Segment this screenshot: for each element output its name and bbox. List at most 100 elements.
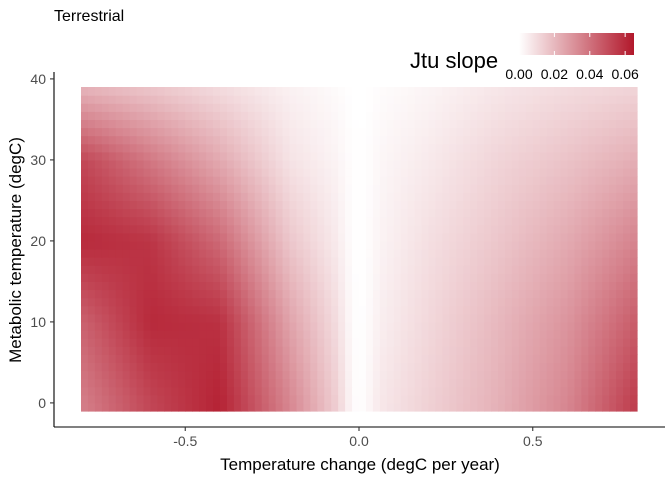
heatmap-cell xyxy=(609,386,617,396)
heatmap-cell xyxy=(345,265,353,274)
heatmap-cell xyxy=(463,394,471,404)
heatmap-cell xyxy=(567,362,576,372)
heatmap-cell xyxy=(226,200,235,210)
heatmap-cell xyxy=(449,208,457,218)
heatmap-cell xyxy=(372,386,381,396)
heatmap-cell xyxy=(574,159,582,169)
heatmap-cell xyxy=(616,321,624,331)
heatmap-cell xyxy=(331,394,339,404)
heatmap-cell xyxy=(164,216,172,226)
heatmap-cell xyxy=(609,176,617,185)
heatmap-cell xyxy=(87,330,96,339)
heatmap-cell xyxy=(185,151,193,161)
heatmap-cell xyxy=(623,257,631,266)
heatmap-cell xyxy=(303,143,311,153)
heatmap-cell xyxy=(525,249,534,258)
heatmap-cell xyxy=(449,289,457,299)
heatmap-cell xyxy=(442,305,450,315)
heatmap-cell xyxy=(178,143,186,153)
heatmap-cell xyxy=(247,313,256,323)
heatmap-cell xyxy=(372,273,381,282)
heatmap-cell xyxy=(609,281,617,291)
heatmap-cell xyxy=(247,87,256,96)
heatmap-cell xyxy=(359,87,367,96)
heatmap-cell xyxy=(532,127,541,137)
heatmap-cell xyxy=(226,257,235,266)
heatmap-cell xyxy=(484,111,492,120)
heatmap-cell xyxy=(150,354,159,363)
heatmap-cell xyxy=(463,321,471,331)
heatmap-cell xyxy=(171,338,179,347)
heatmap-cell xyxy=(171,240,179,250)
heatmap-cell xyxy=(539,394,548,404)
heatmap-cell xyxy=(511,143,520,153)
heatmap-cell xyxy=(122,87,131,96)
heatmap-cell xyxy=(94,184,103,193)
heatmap-cell xyxy=(122,168,131,177)
heatmap-cell xyxy=(192,321,200,331)
heatmap-cell xyxy=(233,249,242,258)
heatmap-cell xyxy=(421,321,430,331)
heatmap-cell xyxy=(94,265,103,274)
heatmap-cell xyxy=(428,224,437,234)
heatmap-cell xyxy=(352,143,360,153)
heatmap-cell xyxy=(365,330,374,339)
heatmap-cell xyxy=(171,224,179,234)
heatmap-cell xyxy=(220,103,228,112)
heatmap-cell xyxy=(213,362,221,372)
heatmap-cell xyxy=(87,402,96,412)
heatmap-cell xyxy=(630,192,638,201)
heatmap-cell xyxy=(372,119,381,129)
heatmap-cell xyxy=(122,176,131,185)
heatmap-cell xyxy=(178,265,186,274)
heatmap-cell xyxy=(136,305,145,315)
heatmap-cell xyxy=(164,200,172,210)
heatmap-cell xyxy=(518,281,527,291)
heatmap-cell xyxy=(588,151,596,161)
heatmap-cell xyxy=(477,208,485,218)
heatmap-cell xyxy=(602,119,610,129)
heatmap-cell xyxy=(393,305,402,315)
heatmap-cell xyxy=(525,95,534,104)
heatmap-cell xyxy=(477,103,485,112)
heatmap-cell xyxy=(94,111,103,120)
heatmap-cell xyxy=(463,240,471,250)
heatmap-cell xyxy=(525,200,534,210)
heatmap-cell xyxy=(477,313,485,323)
heatmap-cell xyxy=(560,200,569,210)
heatmap-cell xyxy=(192,135,200,145)
heatmap-cell xyxy=(94,362,103,372)
heatmap-cell xyxy=(143,257,152,266)
heatmap-cell xyxy=(609,151,617,161)
heatmap-cell xyxy=(233,87,242,96)
heatmap-cell xyxy=(178,208,186,218)
heatmap-cell xyxy=(178,362,186,372)
heatmap-cell xyxy=(463,362,471,372)
heatmap-cell xyxy=(240,354,249,363)
heatmap-cell xyxy=(456,265,464,274)
heatmap-cell xyxy=(588,362,596,372)
heatmap-cell xyxy=(87,362,96,372)
heatmap-cell xyxy=(581,103,589,112)
heatmap-cell xyxy=(414,281,423,291)
heatmap-cell xyxy=(477,200,485,210)
heatmap-cell xyxy=(94,257,103,266)
heatmap-cell xyxy=(491,119,499,129)
heatmap-cell xyxy=(171,386,179,396)
heatmap-cell xyxy=(94,354,103,363)
heatmap-cell xyxy=(178,338,186,347)
heatmap-cell xyxy=(386,249,395,258)
heatmap-cell xyxy=(595,87,603,96)
heatmap-cell xyxy=(185,87,193,96)
heatmap-cell xyxy=(192,176,200,185)
heatmap-cell xyxy=(213,338,221,347)
heatmap-cell xyxy=(87,321,96,331)
heatmap-cell xyxy=(213,232,221,242)
heatmap-cell xyxy=(324,394,332,404)
heatmap-cell xyxy=(87,305,96,315)
heatmap-cell xyxy=(435,208,443,218)
heatmap-cell xyxy=(157,273,165,282)
heatmap-cell xyxy=(518,297,527,307)
heatmap-cell xyxy=(185,184,193,193)
heatmap-cell xyxy=(518,346,527,355)
